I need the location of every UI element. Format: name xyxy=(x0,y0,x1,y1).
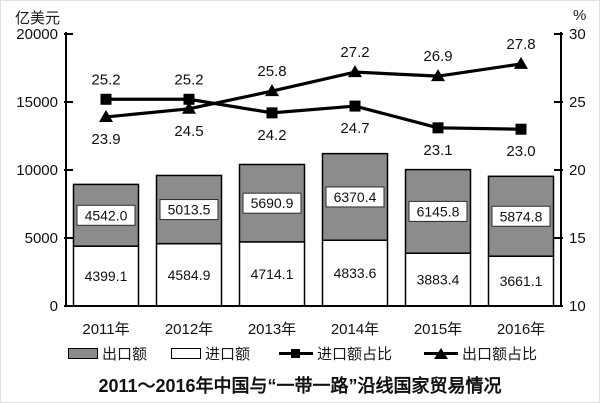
bar-import-2011 xyxy=(72,245,140,307)
export-value-2014: 6370.4 xyxy=(334,189,377,205)
right-tick-label-30: 30 xyxy=(569,26,586,43)
right-tick-label-25: 25 xyxy=(569,94,586,111)
import-value-2015: 3883.4 xyxy=(417,272,460,288)
export-share-marker-2014 xyxy=(348,65,362,78)
import-share-label-2011: 25.2 xyxy=(91,71,120,88)
export-share-label-2011: 23.9 xyxy=(91,131,120,148)
import-share-label-2013: 24.2 xyxy=(257,127,286,144)
import-share-marker-2013 xyxy=(266,107,278,119)
legend-label-import-share: 进口额占比 xyxy=(317,345,393,363)
legend-item-import-share: 进口额占比 xyxy=(279,344,393,363)
import-value-2012: 4584.9 xyxy=(168,267,211,283)
import-share-marker-2012 xyxy=(183,93,195,105)
bar-import-2012 xyxy=(155,242,223,307)
x-axis-label-2013: 2013年 xyxy=(248,321,296,338)
import-share-line xyxy=(106,97,522,131)
square-marker-icon xyxy=(279,346,313,360)
import-value-2014: 4833.6 xyxy=(334,265,377,281)
right-axis-unit: % xyxy=(573,7,587,24)
left-axis-unit: 亿美元 xyxy=(15,10,61,27)
import-share-marker-2014 xyxy=(349,100,361,112)
bar-import-2014 xyxy=(321,239,389,307)
x-axis-label-2014: 2014年 xyxy=(331,321,379,338)
export-value-box-2015 xyxy=(408,200,468,222)
left-tick-label-0: 0 xyxy=(50,298,58,315)
export-value-box-2011 xyxy=(76,204,136,226)
export-share-marker-2016 xyxy=(514,56,528,69)
import-swatch-icon xyxy=(171,347,201,359)
export-value-2012: 5013.5 xyxy=(168,202,211,218)
export-value-box-2014 xyxy=(325,186,385,208)
export-share-label-2015: 26.9 xyxy=(423,48,452,65)
export-value-box-2013 xyxy=(242,192,302,214)
chart-title: 2011～2016年中国与“一带一路”沿线国家贸易情况 xyxy=(98,376,502,396)
triangle-marker-icon xyxy=(424,346,458,360)
x-axis-label-2016: 2016年 xyxy=(497,321,545,338)
right-tick-label-20: 20 xyxy=(569,162,586,179)
export-value-box-2016 xyxy=(491,205,551,227)
import-share-label-2012: 25.2 xyxy=(174,71,203,88)
left-tick-label-10000: 10000 xyxy=(16,162,58,179)
import-share-label-2014: 24.7 xyxy=(340,120,369,137)
bar-import-2015 xyxy=(404,252,472,307)
left-tick-label-15000: 15000 xyxy=(16,94,58,111)
export-value-2015: 6145.8 xyxy=(417,203,460,219)
export-share-label-2016: 27.8 xyxy=(506,36,535,53)
import-share-label-2015: 23.1 xyxy=(423,142,452,159)
import-value-2016: 3661.1 xyxy=(500,273,543,289)
export-share-marker-2012 xyxy=(182,101,196,114)
import-value-2013: 4714.1 xyxy=(251,266,294,282)
legend-label-import: 进口额 xyxy=(205,345,251,363)
import-value-2011: 4399.1 xyxy=(85,268,128,284)
export-share-label-2012: 24.5 xyxy=(174,123,203,140)
x-axis-label-2015: 2015年 xyxy=(414,321,462,338)
left-tick-label-5000: 5000 xyxy=(25,230,58,247)
legend-item-export: 出口额 xyxy=(68,344,148,363)
import-share-marker-2011 xyxy=(100,93,112,105)
export-share-marker-2011 xyxy=(99,109,113,122)
bar-import-2013 xyxy=(238,241,306,307)
import-share-marker-2016 xyxy=(515,123,527,135)
export-share-marker-2015 xyxy=(431,69,445,82)
export-value-2013: 5690.9 xyxy=(251,195,294,211)
legend-label-export: 出口额 xyxy=(102,345,148,363)
import-share-marker-2015 xyxy=(432,122,444,134)
export-share-label-2013: 25.8 xyxy=(257,63,286,80)
export-value-2011: 4542.0 xyxy=(85,207,128,223)
export-share-line xyxy=(105,62,522,119)
legend-item-export-share: 出口额占比 xyxy=(424,344,538,363)
import-share-label-2016: 23.0 xyxy=(506,143,535,160)
export-share-label-2014: 27.2 xyxy=(340,44,369,61)
legend-item-import: 进口额 xyxy=(171,344,251,363)
x-axis-label-2012: 2012年 xyxy=(165,321,213,338)
right-tick-label-15: 15 xyxy=(569,230,586,247)
export-swatch-icon xyxy=(68,347,98,359)
x-axis-label-2011: 2011年 xyxy=(82,321,129,338)
left-tick-label-20000: 20000 xyxy=(16,26,58,43)
right-tick-label-10: 10 xyxy=(569,298,586,315)
export-share-marker-2013 xyxy=(265,84,279,97)
export-value-box-2012 xyxy=(159,199,219,221)
export-value-2016: 5874.8 xyxy=(500,208,543,224)
legend-label-export-share: 出口额占比 xyxy=(462,345,538,363)
